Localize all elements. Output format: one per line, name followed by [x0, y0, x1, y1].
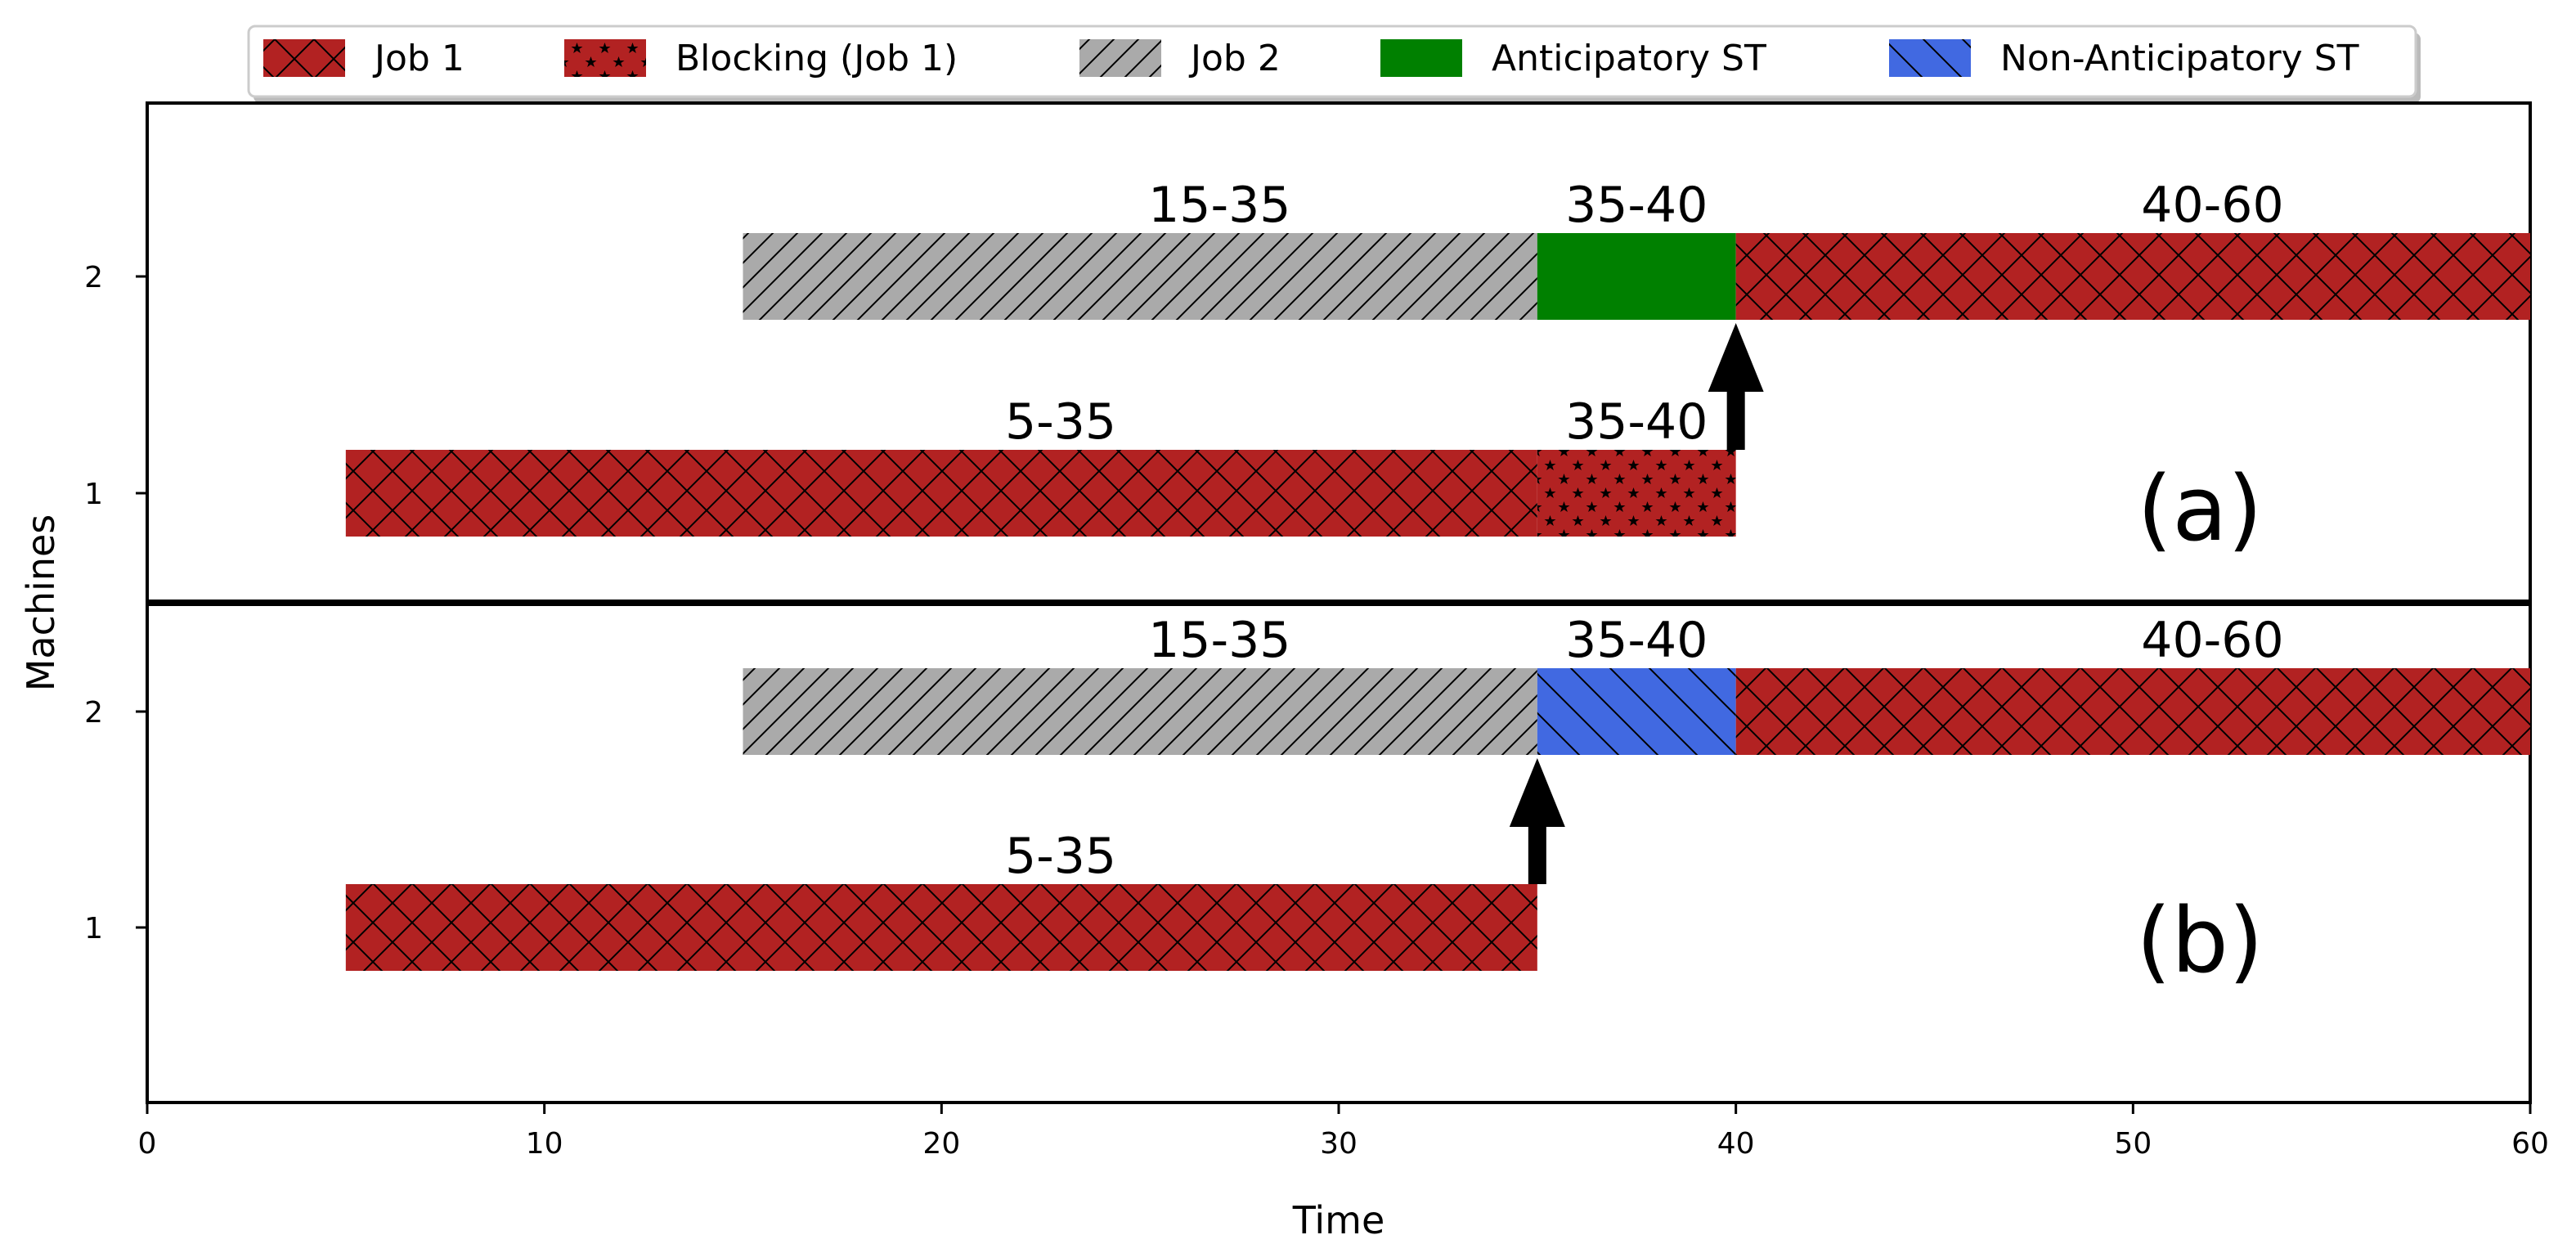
bar-a-job1-m2 [1735, 233, 2530, 320]
bar-label: 35-40 [1565, 393, 1708, 451]
legend-swatch-blocking [564, 39, 646, 77]
panel-b: 15-35 35-40 40-60 5-35 (b) [345, 612, 2530, 993]
bar-label: 15-35 [1148, 177, 1290, 234]
x-tick-label: 50 [2114, 1127, 2152, 1161]
legend-frame [247, 25, 2417, 98]
bar-label: 40-60 [2141, 612, 2283, 669]
legend-label: Job 2 [1188, 38, 1281, 79]
y-tick-label: 1 [84, 912, 103, 945]
legend-label: Job 1 [372, 38, 464, 79]
bar-b-job2-m2 [743, 668, 1537, 755]
bar-label: 35-40 [1565, 177, 1708, 234]
legend-swatch-nonanticip [1889, 39, 1971, 77]
legend-swatch-job1 [263, 39, 345, 77]
bar-b-nonanticip-m2 [1537, 668, 1736, 755]
bar-label: 35-40 [1565, 612, 1708, 669]
x-tick-label: 0 [138, 1127, 157, 1161]
legend-swatch-anticip [1380, 39, 1462, 77]
arrow-head [1708, 323, 1764, 392]
legend-label: Blocking (Job 1) [675, 38, 958, 79]
x-tick-label: 60 [2511, 1127, 2549, 1161]
bar-label: 5-35 [1005, 393, 1116, 451]
legend: Job 1 Blocking (Job 1) Job 2 Anticipatory S… [247, 25, 2421, 103]
y-tick-label: 2 [84, 696, 103, 730]
bar-a-anticip-m2 [1537, 233, 1736, 320]
y-axis: 1 2 1 2 [84, 261, 147, 945]
x-tick-label: 10 [526, 1127, 563, 1161]
panel-label: (a) [2137, 456, 2262, 561]
legend-swatch-job2 [1079, 39, 1161, 77]
panels: 15-35 35-40 40-60 5-35 35-40 (a) 15-35 35-40 40-… [345, 177, 2530, 993]
bar-label: 40-60 [2141, 177, 2283, 234]
y-axis-title: Machines [19, 514, 63, 692]
bar-a-job1-m1 [345, 450, 1537, 537]
x-axis: 0 10 20 30 40 50 60 [138, 1103, 2549, 1161]
legend-label: Non-Anticipatory ST [2000, 38, 2359, 79]
bar-a-blocking-m1 [1537, 450, 1736, 537]
panel-label: (b) [2136, 888, 2264, 993]
panel-a: 15-35 35-40 40-60 5-35 35-40 (a) [345, 177, 2530, 561]
y-tick-label: 2 [84, 261, 103, 294]
bar-b-job1-m1 [345, 884, 1537, 971]
x-tick-label: 40 [1717, 1127, 1755, 1161]
x-tick-label: 30 [1320, 1127, 1358, 1161]
bar-b-job1-m2 [1735, 668, 2530, 755]
x-axis-title: Time [1292, 1198, 1385, 1242]
y-tick-label: 1 [84, 478, 103, 511]
arrow-head [1509, 758, 1565, 827]
bar-label: 15-35 [1148, 612, 1290, 669]
bar-label: 5-35 [1005, 828, 1116, 885]
x-tick-label: 20 [922, 1127, 960, 1161]
bar-a-job2-m2 [743, 233, 1537, 320]
legend-label: Anticipatory ST [1492, 38, 1766, 79]
